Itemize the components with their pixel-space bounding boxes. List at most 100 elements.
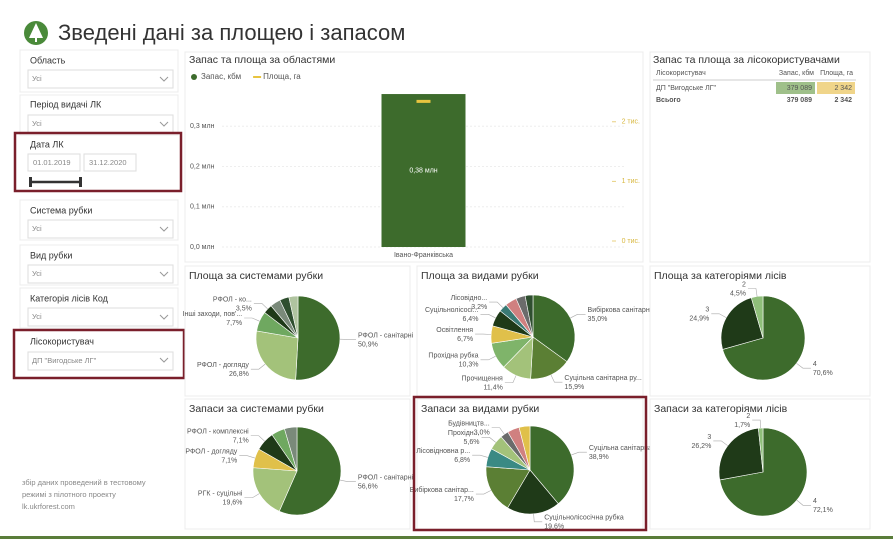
slice-value: 70,6%: [813, 370, 833, 377]
chart-title: Площа за категоріями лісів: [654, 270, 787, 282]
table-title: Запас та площа за лісокористувачами: [653, 54, 840, 66]
filters: Область Усі Період видачі ЛК Усі Дата ЛК…: [12, 49, 186, 380]
leader-line: [472, 454, 488, 458]
slice-value: 3,0%: [474, 430, 490, 437]
total-cell: 379 089: [787, 97, 812, 104]
filter-label: Лісокористувач: [30, 336, 94, 346]
slice-label: Суцільнолісосі...: [425, 306, 479, 314]
slice-value: 7,7%: [226, 320, 242, 327]
slice-label: РГК - суцільні: [198, 490, 243, 498]
leader-line: [239, 455, 256, 459]
y-tick-label: 0,3 млн: [190, 123, 215, 130]
filter-label: Категорія лісів Код: [30, 293, 109, 303]
dropdown[interactable]: [27, 114, 174, 134]
slice-value: 11,4%: [484, 385, 503, 392]
dropdown[interactable]: [27, 351, 174, 371]
pie-slice: [278, 426, 342, 516]
slice-value: 3,5%: [236, 305, 252, 312]
slice-label: Прочищення: [462, 376, 504, 383]
filter-label: Система рубки: [30, 205, 92, 215]
slice-value: 56,6%: [358, 484, 378, 491]
dropdown[interactable]: [27, 69, 174, 89]
chart-title: Запаси за системами рубки: [189, 403, 324, 415]
pie-slice: [284, 426, 298, 472]
chevron: [159, 357, 169, 363]
slider-handle[interactable]: [29, 177, 32, 187]
filter-value: Усі: [32, 224, 42, 233]
slice-value: 50,9%: [358, 341, 378, 348]
leader-line: [475, 490, 492, 495]
slice-label: Суцільнолісосічна рубка: [544, 514, 624, 522]
slice-value: 6,8%: [454, 457, 470, 464]
filter-value: Усі: [32, 119, 42, 128]
bar: [381, 94, 466, 247]
filter-label: Область: [30, 55, 66, 65]
pie-slice: [524, 294, 534, 338]
chart-title: Запаси за видами рубки: [421, 403, 539, 415]
leader-line: [752, 419, 761, 429]
dropdown[interactable]: [27, 219, 174, 239]
slice-value: 7,1%: [233, 438, 249, 445]
note: збір даних проведений в тестовому: [22, 478, 146, 487]
highlight-box: [412, 395, 648, 532]
slice-value: 72,1%: [813, 507, 833, 514]
slice-value: 38,9%: [589, 454, 609, 461]
chart-title: Запас та площа за областями: [189, 54, 335, 66]
leader-line: [533, 513, 543, 523]
slice-label: Лісовідно...: [451, 294, 488, 302]
pie-slice: [295, 295, 341, 381]
leader-line: [250, 363, 266, 370]
pie-slice: [757, 427, 764, 473]
slice-value: 26,8%: [229, 371, 249, 378]
slice-label: Прохідн...: [448, 429, 480, 437]
chevron: [159, 226, 169, 232]
slice-value: 4,5%: [730, 290, 746, 297]
filter-label: Вид рубки: [30, 250, 72, 260]
logo: [24, 21, 48, 45]
note: режимі з пілотного проекту: [22, 490, 116, 499]
leader-line: [253, 303, 268, 310]
slice-label: Вибіркова санітарна ...: [588, 306, 662, 314]
chevron: [159, 76, 169, 82]
slider-handle[interactable]: [79, 177, 82, 187]
slice-value: 15,9%: [564, 384, 584, 391]
x-tick-label: Івано-Франківська: [394, 251, 453, 259]
slice-label: РФОЛ - догляду: [197, 362, 249, 369]
column-header: Площа, га: [820, 70, 853, 77]
leader-line: [244, 493, 260, 499]
pie-slice: [719, 427, 808, 517]
slice-value: 19,6%: [544, 524, 564, 531]
chevron: [159, 314, 169, 320]
slice-value: 6,7%: [457, 336, 473, 343]
slice-value: 5,6%: [464, 439, 480, 446]
slice-value: 26,2%: [691, 443, 711, 450]
slice-label: 3: [705, 307, 709, 314]
date-input[interactable]: [83, 153, 137, 172]
page-title: Зведені дані за площею і запасом: [58, 20, 405, 45]
slice-label: Інші заходи, пов'...: [183, 310, 243, 318]
y-tick-label: 0,2 млн: [190, 163, 215, 170]
leader-line: [796, 499, 811, 506]
legend-label: Запас, кбм: [201, 72, 241, 81]
column-header: Запас, кбм: [779, 69, 814, 77]
value-label: 0,38 млн: [409, 167, 437, 174]
total-cell: 2 342: [834, 97, 852, 104]
date-to: 31.12.2020: [89, 158, 127, 167]
highlight-box: [13, 131, 183, 193]
cell: 2 342: [834, 85, 852, 92]
pie-slice: [518, 425, 531, 471]
date-input[interactable]: [27, 153, 81, 172]
slice-label: РФОЛ - санітарні: [358, 474, 414, 482]
footer-bar: [0, 536, 893, 539]
dropdown[interactable]: [27, 264, 174, 284]
leader-line: [570, 314, 586, 319]
slice-value: 19,6%: [223, 500, 243, 507]
leader-line: [339, 479, 356, 483]
slice-value: 6,4%: [462, 316, 478, 323]
pie-slice: [722, 295, 806, 381]
y2-tick-label: 1 тис.: [622, 178, 640, 185]
slice-value: 24,9%: [689, 316, 709, 323]
dropdown[interactable]: [27, 307, 174, 327]
slice-value: 7,1%: [221, 458, 237, 465]
